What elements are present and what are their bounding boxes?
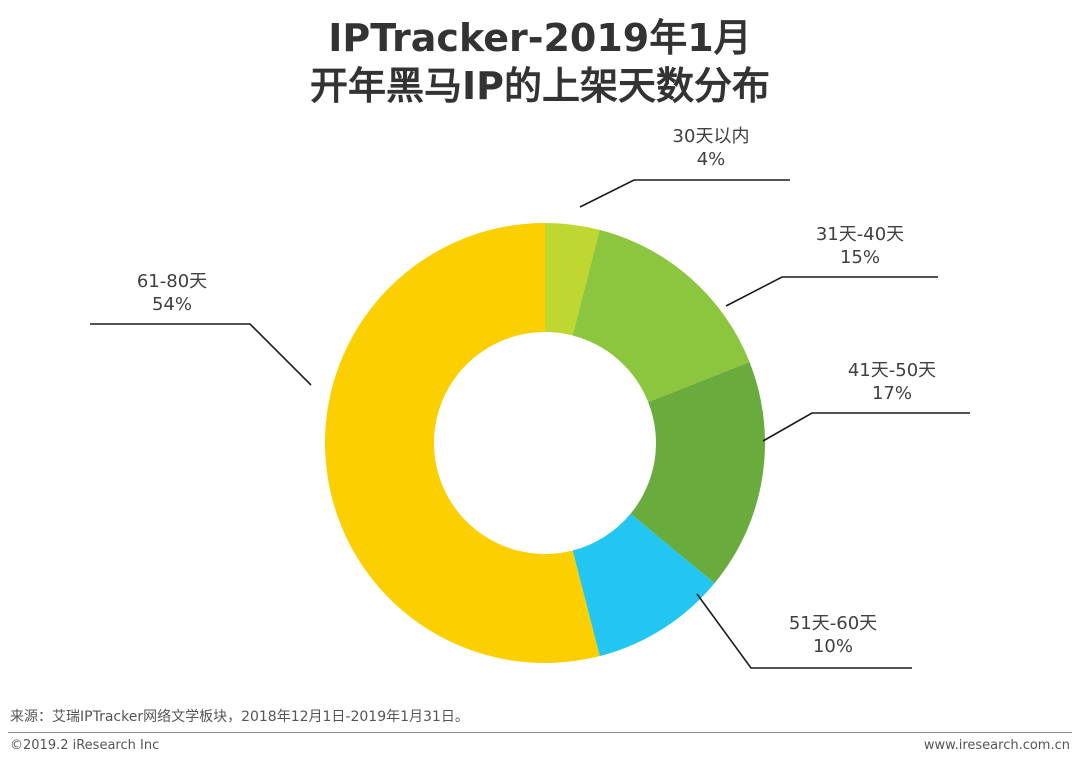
slice-value-label: 17% — [872, 383, 912, 404]
leader-lines — [90, 179, 970, 669]
chart-title: IPTracker-2019年1月 开年黑马IP的上架天数分布 — [0, 14, 1080, 110]
leader-line-2 — [762, 412, 970, 442]
slice-30 — [545, 223, 600, 336]
chart-title-line2: 开年黑马IP的上架天数分布 — [310, 64, 770, 108]
slice-61-80 — [324, 223, 600, 664]
copyright-text: ©2019.2 iResearch Inc — [10, 738, 160, 753]
leader-line-3 — [696, 593, 912, 669]
slice-value-label: 10% — [813, 636, 853, 657]
slice-category-label: 31天-40天 — [816, 224, 904, 245]
slice-31-40 — [572, 229, 750, 403]
slice-category-label: 51天-60天 — [789, 613, 877, 634]
website-link[interactable]: www.iresearch.com.cn — [923, 738, 1070, 753]
slice-category-label: 41天-50天 — [848, 360, 936, 381]
footer-divider — [8, 732, 1072, 733]
donut-slices — [324, 223, 765, 664]
slice-value-label: 54% — [152, 294, 192, 315]
slice-value-label: 15% — [840, 247, 880, 268]
source-note: 来源：艾瑞IPTracker网络文学板块，2018年12月1日-2019年1月3… — [10, 709, 469, 725]
slice-41-50 — [630, 362, 765, 584]
slice-value-label: 4% — [697, 149, 726, 170]
leader-line-0 — [579, 179, 790, 208]
slice-category-label: 61-80天 — [137, 271, 207, 292]
leader-line-4 — [90, 323, 312, 386]
slice-category-label: 30天以内 — [673, 126, 750, 147]
chart-title-line1: IPTracker-2019年1月 — [328, 16, 752, 60]
leader-line-1 — [725, 276, 938, 307]
slice-51-60 — [572, 513, 715, 657]
